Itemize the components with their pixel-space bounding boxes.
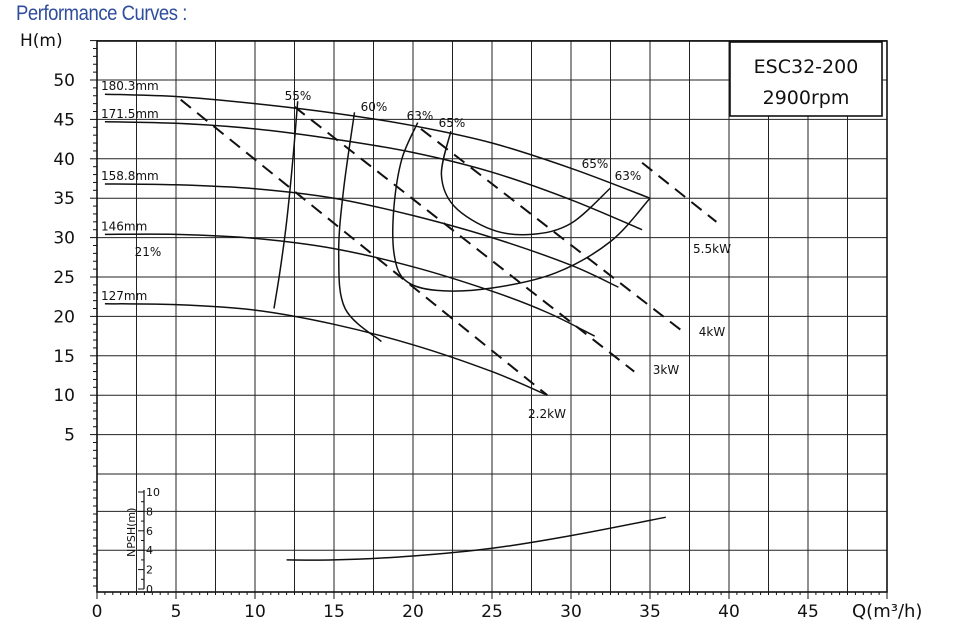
- npsh-axis-label: NPSH(m): [125, 508, 138, 557]
- x-tick-label: 5: [171, 602, 182, 622]
- efficiency-label: 63%: [615, 169, 642, 183]
- y-tick-label: 5: [64, 426, 75, 446]
- power-label: 3kW: [653, 363, 680, 377]
- x-tick-label: 0: [92, 602, 103, 622]
- y-tick-label: 40: [53, 150, 75, 170]
- page-heading: Performance Curves :: [16, 2, 187, 25]
- x-tick-label: 35: [639, 602, 661, 622]
- efficiency-label: 65%: [582, 157, 609, 171]
- efficiency-curve: [337, 112, 382, 343]
- power-line: [420, 128, 683, 332]
- x-tick-label: 40: [718, 602, 740, 622]
- npsh-tick-label: 2: [146, 564, 153, 577]
- head-curve: [104, 121, 643, 231]
- head-curve-label: 171.5mm: [101, 107, 159, 121]
- x-tick-label: 15: [323, 602, 345, 622]
- power-line: [180, 98, 548, 396]
- npsh-tick-label: 0: [146, 583, 153, 596]
- head-curve-label: 180.3mm: [101, 79, 159, 93]
- power-line: [293, 106, 635, 373]
- y-tick-label: 15: [53, 347, 75, 367]
- efficiency-curve: [273, 101, 299, 309]
- npsh-tick-label: 6: [146, 525, 153, 538]
- npsh-tick-label: 4: [146, 544, 153, 557]
- head-curve-label: 158.8mm: [101, 169, 159, 183]
- npsh-tick-label: 10: [146, 486, 160, 499]
- model-name: ESC32-200: [754, 56, 859, 78]
- npsh-axis: [138, 490, 145, 590]
- power-label: 2.2kW: [528, 407, 566, 421]
- x-tick-label: 10: [244, 602, 266, 622]
- x-axis-label: Q(m³/h): [852, 601, 922, 622]
- model-box: [729, 41, 883, 117]
- power-line: [641, 161, 717, 223]
- efficiency-label: 65%: [439, 116, 466, 130]
- labels: 5 10 15 20 25 30 35 40 45 50 0 5 10 15 20 25 30 35 40 45 0 2 4…: [53, 71, 818, 622]
- head-curve-label: 146mm: [101, 219, 147, 233]
- npsh-curve: [286, 516, 666, 561]
- efficiency-curve: [392, 122, 651, 292]
- npsh-tick-label: 8: [146, 505, 153, 518]
- curves: [104, 93, 717, 561]
- efficiency-label: 63%: [407, 109, 434, 123]
- y-tick-label: 25: [53, 268, 75, 288]
- head-curve: [104, 303, 548, 396]
- y-tick-label: 10: [53, 386, 75, 406]
- efficiency-label: 21%: [135, 245, 162, 259]
- model-speed: 2900rpm: [763, 87, 850, 109]
- head-curve: [104, 183, 619, 288]
- x-tick-label: 45: [797, 602, 819, 622]
- y-axis-label: H(m): [20, 31, 63, 51]
- power-label: 4kW: [699, 325, 726, 339]
- head-curve-label: 127mm: [101, 289, 147, 303]
- power-label: 5.5kW: [693, 242, 731, 256]
- x-tick-label: 20: [402, 602, 424, 622]
- y-tick-label: 30: [53, 229, 75, 249]
- y-tick-label: 20: [53, 307, 75, 327]
- x-tick-label: 30: [560, 602, 582, 622]
- head-curve: [104, 93, 651, 199]
- y-tick-label: 50: [53, 71, 75, 91]
- y-tick-label: 35: [53, 189, 75, 209]
- x-tick-label: 25: [481, 602, 503, 622]
- y-tick-label: 45: [53, 110, 75, 130]
- grid: [90, 40, 888, 599]
- efficiency-label: 55%: [285, 89, 312, 103]
- efficiency-curve: [440, 131, 612, 236]
- efficiency-label: 60%: [361, 100, 388, 114]
- head-curve: [104, 233, 596, 337]
